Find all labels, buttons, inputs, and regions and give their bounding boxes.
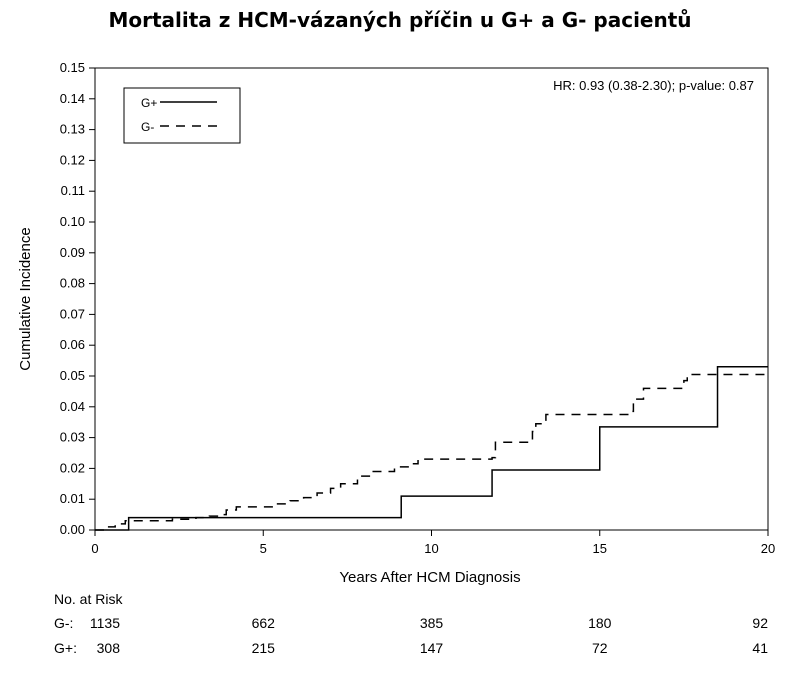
x-axis-title: Years After HCM Diagnosis (339, 569, 520, 586)
chart-title: Mortalita z HCM-vázaných příčin u G+ a G… (108, 8, 692, 32)
y-tick-label: 0.11 (61, 183, 85, 198)
legend-label-g-plus: G+ (141, 96, 157, 110)
risk-value: 1135 (89, 615, 120, 631)
y-tick-label: 0.07 (60, 306, 85, 321)
risk-table-heading: No. at Risk (54, 591, 123, 607)
y-tick-label: 0.14 (60, 91, 85, 106)
y-tick-label: 0.06 (60, 337, 85, 352)
risk-value: 41 (752, 640, 768, 656)
risk-value: 662 (251, 615, 275, 631)
x-tick-label: 20 (761, 541, 775, 556)
x-axis: 0 5 10 15 20 (91, 530, 775, 556)
y-tick-label: 0.15 (60, 60, 85, 75)
risk-value: 215 (251, 640, 275, 656)
series-lines (95, 366, 768, 531)
series-line-g-minus (95, 373, 768, 531)
y-tick-label: 0.03 (60, 430, 85, 445)
y-tick-label: 0.01 (60, 491, 85, 506)
legend: G+ G- (123, 87, 241, 144)
legend-box (123, 87, 241, 144)
hazard-ratio-annotation: HR: 0.93 (0.38-2.30); p-value: 0.87 (553, 78, 754, 93)
risk-value: 72 (591, 640, 608, 656)
risk-value: 385 (419, 615, 444, 631)
x-tick-label: 5 (260, 541, 267, 556)
x-tick-label: 15 (593, 541, 607, 556)
y-tick-label: 0.09 (60, 245, 85, 260)
y-axis: 0.00 0.01 0.02 0.03 0.04 0.05 0.06 0.07 0.08 0.09… (60, 60, 95, 537)
y-tick-label: 0.13 (60, 122, 85, 137)
series-line-g-plus (95, 366, 768, 531)
x-tick-label: 0 (91, 541, 98, 556)
legend-label-g-minus: G- (141, 120, 154, 134)
risk-row-label: G-: (54, 615, 74, 631)
risk-row-label: G+: (54, 640, 77, 656)
risk-value: 147 (419, 640, 444, 656)
y-tick-label: 0.10 (60, 214, 85, 229)
risk-value: 180 (588, 615, 612, 631)
y-tick-label: 0.12 (60, 152, 85, 167)
y-tick-label: 0.04 (60, 399, 85, 414)
x-tick-label: 10 (424, 541, 438, 556)
risk-value: 308 (96, 640, 120, 656)
y-tick-label: 0.05 (60, 368, 85, 383)
y-axis-title: Cumulative Incidence (17, 227, 34, 370)
y-tick-label: 0.08 (60, 276, 85, 291)
y-tick-label: 0.02 (60, 460, 85, 475)
risk-value: 92 (752, 615, 768, 631)
y-tick-label: 0.00 (60, 522, 85, 537)
